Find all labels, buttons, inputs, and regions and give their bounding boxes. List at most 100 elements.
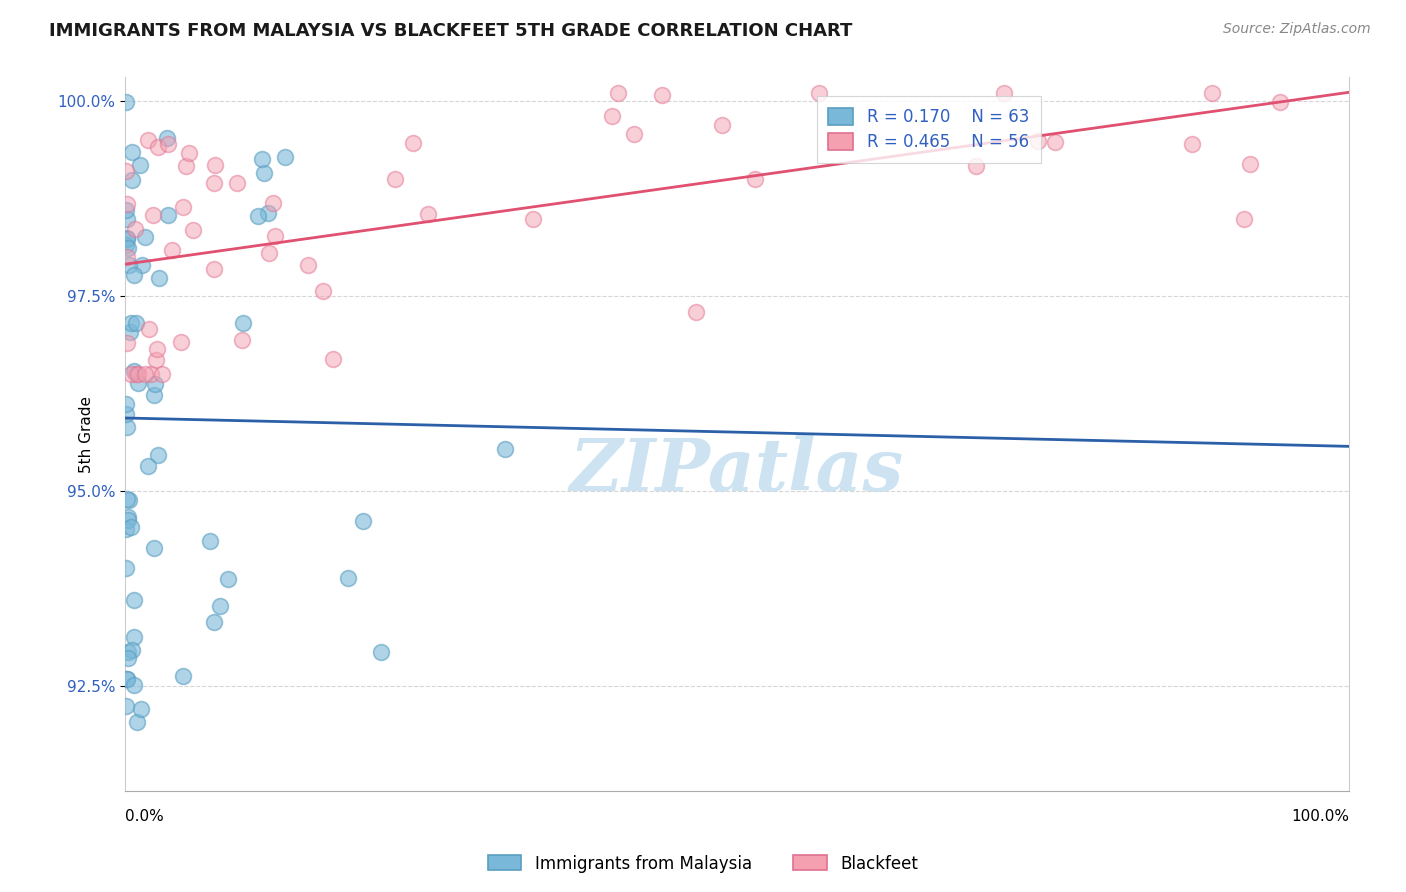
Point <box>1268 95 1291 110</box>
Point <box>263 229 285 244</box>
Point <box>122 268 145 282</box>
Point <box>202 176 225 190</box>
Point <box>115 250 138 264</box>
Point <box>146 342 169 356</box>
Point <box>217 573 239 587</box>
Point <box>115 231 138 245</box>
Point <box>120 325 142 339</box>
Point <box>129 158 152 172</box>
Point <box>120 520 142 534</box>
Point <box>138 322 160 336</box>
Point <box>257 205 280 219</box>
Point <box>142 208 165 222</box>
Point <box>156 136 179 151</box>
Point <box>247 209 270 223</box>
Point <box>204 158 226 172</box>
Point <box>124 221 146 235</box>
Point <box>117 645 139 659</box>
Point <box>607 86 630 100</box>
Point <box>148 271 170 285</box>
Point <box>1233 211 1256 226</box>
Point <box>136 133 159 147</box>
Point <box>250 153 273 167</box>
Point <box>143 388 166 402</box>
Point <box>121 173 143 187</box>
Point <box>138 458 160 473</box>
Point <box>115 492 138 507</box>
Point <box>118 258 141 272</box>
Point <box>202 615 225 630</box>
Point <box>177 145 200 160</box>
Point <box>402 136 425 150</box>
Point <box>416 207 439 221</box>
Point <box>225 176 247 190</box>
Point <box>384 172 406 186</box>
Point <box>1181 136 1204 151</box>
Point <box>134 367 156 381</box>
Point <box>134 230 156 244</box>
Point <box>262 196 284 211</box>
Point <box>494 442 516 457</box>
Point <box>115 164 138 178</box>
Point <box>231 334 253 348</box>
Point <box>115 335 138 350</box>
Point <box>121 643 143 657</box>
Point <box>253 166 276 180</box>
Point <box>146 448 169 462</box>
Point <box>143 377 166 392</box>
Point <box>127 376 149 390</box>
Point <box>623 128 645 142</box>
Point <box>122 678 145 692</box>
Point <box>115 698 138 713</box>
Point <box>209 599 232 614</box>
Point <box>198 534 221 549</box>
Point <box>125 317 148 331</box>
Point <box>145 352 167 367</box>
Point <box>685 304 707 318</box>
Point <box>711 118 734 132</box>
Point <box>1028 134 1050 148</box>
Point <box>131 258 153 272</box>
Point <box>122 593 145 607</box>
Point <box>115 196 138 211</box>
Point <box>259 246 281 260</box>
Legend: Immigrants from Malaysia, Blackfeet: Immigrants from Malaysia, Blackfeet <box>481 848 925 880</box>
Point <box>156 130 179 145</box>
Point <box>115 522 138 536</box>
Point <box>125 714 148 729</box>
Point <box>150 367 173 381</box>
Point <box>121 145 143 160</box>
Point <box>139 367 162 381</box>
Point <box>172 669 194 683</box>
Point <box>117 509 139 524</box>
Point <box>370 645 392 659</box>
Point <box>117 513 139 527</box>
Point <box>993 86 1015 100</box>
Point <box>120 316 142 330</box>
Point <box>273 150 295 164</box>
Point <box>115 203 138 218</box>
Point <box>522 211 544 226</box>
Point <box>172 200 194 214</box>
Point <box>146 140 169 154</box>
Point <box>170 335 193 350</box>
Point <box>322 351 344 366</box>
Point <box>118 493 141 508</box>
Point <box>115 407 138 421</box>
Point <box>1201 86 1223 100</box>
Point <box>117 241 139 255</box>
Point <box>120 367 142 381</box>
Point <box>115 420 138 434</box>
Point <box>1239 157 1261 171</box>
Point <box>157 208 180 222</box>
Point <box>337 571 360 585</box>
Point <box>807 86 830 100</box>
Point <box>181 222 204 236</box>
Point <box>127 367 149 381</box>
Point <box>115 672 138 686</box>
Text: 100.0%: 100.0% <box>1291 809 1348 824</box>
Point <box>115 95 138 109</box>
Point <box>122 630 145 644</box>
Point <box>202 262 225 277</box>
Point <box>297 258 319 272</box>
